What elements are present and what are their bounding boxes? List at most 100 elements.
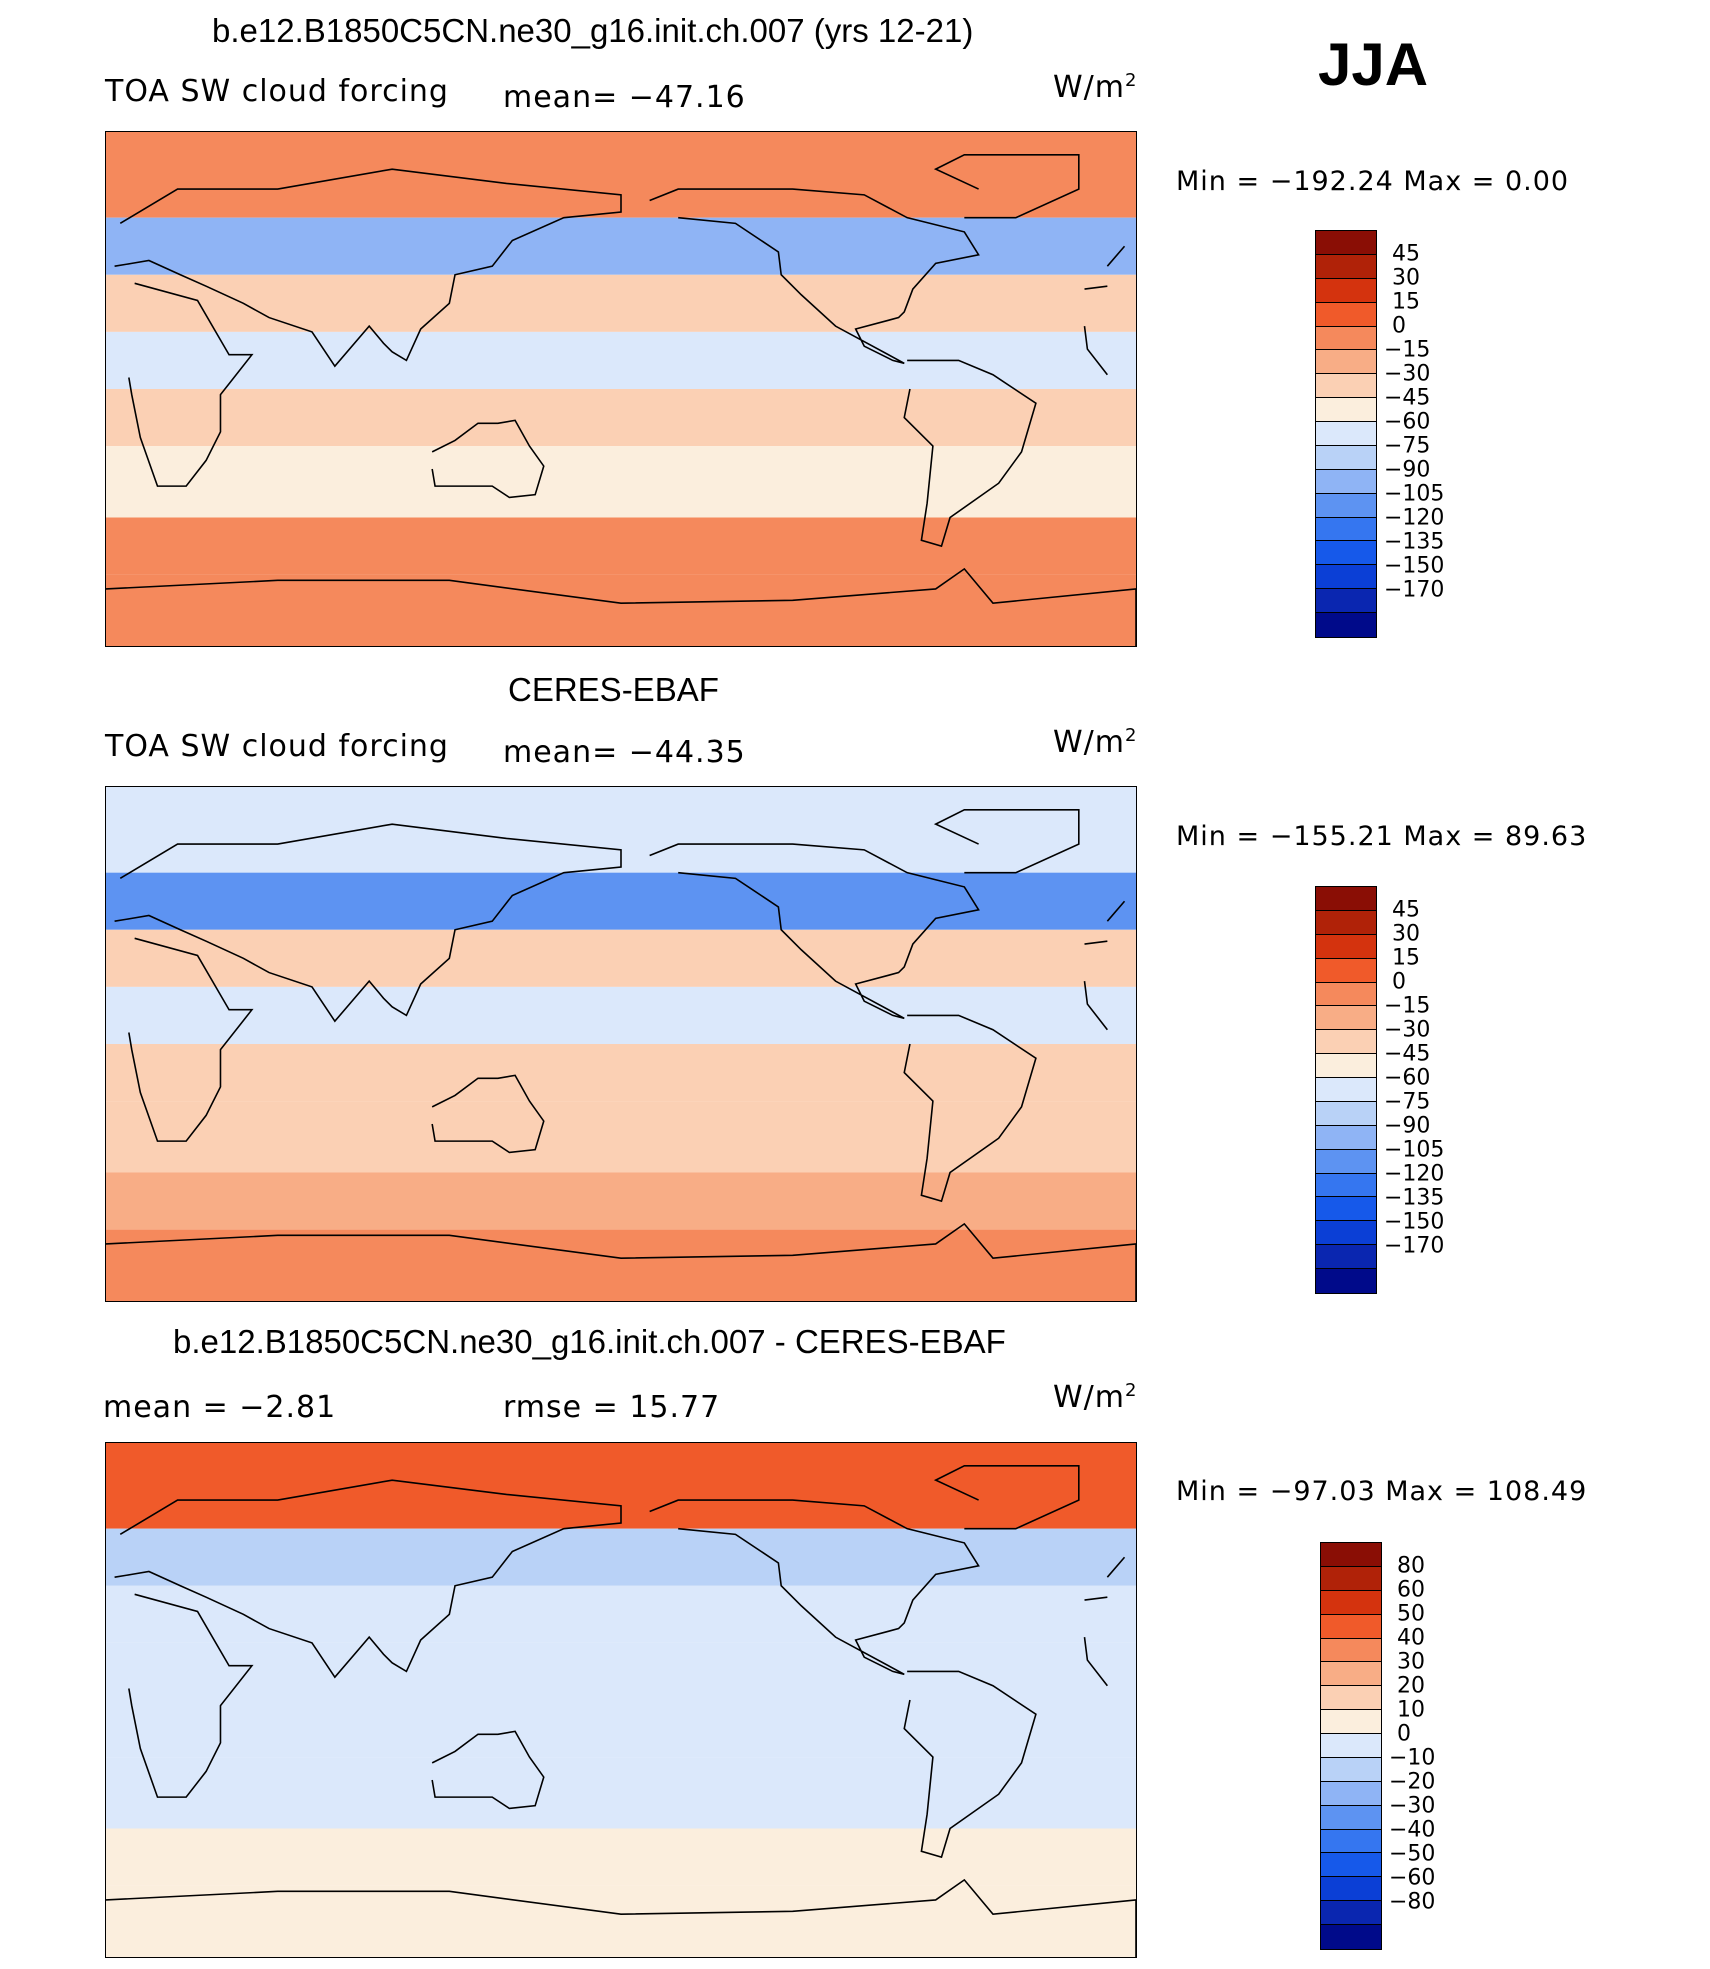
colorbar-tick-label: −40: [1389, 1817, 1436, 1843]
colorbar-box: [1316, 1245, 1376, 1269]
colorbar-box: [1321, 1614, 1381, 1639]
colorbar-tick-label: 45: [1392, 241, 1420, 267]
colorbar-tick-label: 40: [1397, 1625, 1425, 1651]
zonal-band: [106, 1528, 1136, 1586]
colorbar-tick-label: 30: [1397, 1649, 1425, 1675]
colorbar-box: [1316, 493, 1376, 518]
colorbar-box: [1316, 1101, 1376, 1126]
coastline: [1083, 326, 1108, 376]
coastline: [1083, 981, 1108, 1031]
colorbar-box: [1321, 1686, 1381, 1711]
colorbar-tick-label: −50: [1389, 1841, 1436, 1867]
colorbar-box: [1316, 958, 1376, 983]
colorbar-box: [1316, 565, 1376, 590]
coastline: [1084, 940, 1108, 945]
coastline: [649, 188, 980, 365]
panel2-min-max: Min = −155.21 Max = 89.63: [1176, 821, 1588, 852]
panel3-min-max: Min = −97.03 Max = 108.49: [1176, 1476, 1588, 1507]
coastline: [431, 1074, 545, 1154]
coastline: [431, 1730, 545, 1810]
coastline: [1106, 900, 1126, 922]
coastline: [903, 1670, 1037, 1859]
panel2-field-name: TOA SW cloud forcing: [105, 729, 449, 764]
panel1-units: W/m2: [1053, 70, 1138, 105]
colorbar-box: [1316, 541, 1376, 566]
colorbar-tick-label: −150: [1384, 553, 1445, 579]
colorbar-tick-label: −120: [1384, 505, 1445, 531]
panel3-mean: mean = −2.81: [103, 1390, 337, 1425]
zonal-band: [106, 929, 1136, 987]
coastline: [1083, 1637, 1108, 1687]
colorbar-tick-label: −75: [1384, 1089, 1431, 1115]
colorbar-box: [1316, 1078, 1376, 1102]
panel2-colorbar: [1315, 886, 1377, 1294]
panel2-title: CERES-EBAF: [508, 671, 719, 708]
colorbar-tick-label: 30: [1392, 265, 1420, 291]
colorbar-tick-label: −15: [1384, 993, 1431, 1019]
colorbar-box: [1321, 1877, 1381, 1902]
zonal-band: [106, 446, 1136, 518]
zonal-band: [106, 986, 1136, 1044]
coastline: [1084, 285, 1108, 290]
coastline: [106, 567, 1136, 646]
colorbar-box: [1321, 1638, 1381, 1663]
panel1-min-max: Min = −192.24 Max = 0.00: [1176, 166, 1570, 197]
colorbar-box: [1321, 1829, 1381, 1854]
panel3-colorbar: [1320, 1542, 1382, 1950]
colorbar-box: [1316, 398, 1376, 422]
colorbar-box: [1321, 1781, 1381, 1806]
colorbar-tick-label: −135: [1384, 529, 1445, 555]
colorbar-box: [1321, 1757, 1381, 1782]
colorbar-box: [1316, 589, 1376, 613]
colorbar-tick-label: −170: [1384, 1233, 1445, 1259]
colorbar-tick-label: 45: [1392, 897, 1420, 923]
colorbar-box: [1316, 445, 1376, 470]
coastline: [933, 1465, 1080, 1530]
colorbar-tick-label: −30: [1389, 1793, 1436, 1819]
colorbar-tick-label: −90: [1384, 457, 1431, 483]
colorbar-box: [1316, 374, 1376, 399]
coastline: [106, 1222, 1136, 1301]
colorbar-box: [1316, 982, 1376, 1007]
colorbar-box: [1316, 231, 1376, 255]
panel1-title: b.e12.B1850C5CN.ne30_g16.init.ch.007 (yr…: [212, 12, 974, 49]
colorbar-box: [1316, 1006, 1376, 1031]
colorbar-tick-label: 10: [1397, 1697, 1425, 1723]
colorbar-tick-label: −80: [1389, 1889, 1436, 1915]
panel3-units: W/m2: [1053, 1380, 1138, 1415]
coastline: [114, 823, 622, 1023]
colorbar-box: [1316, 422, 1376, 446]
zonal-band: [106, 1101, 1136, 1173]
zonal-band: [106, 872, 1136, 930]
coastline: [903, 359, 1037, 548]
colorbar-box: [1321, 1662, 1381, 1687]
coastline: [1106, 245, 1126, 267]
zonal-band: [106, 1757, 1136, 1829]
colorbar-tick-label: −170: [1384, 577, 1445, 603]
colorbar-box: [1316, 326, 1376, 351]
colorbar-box: [1321, 1543, 1381, 1567]
panel1-colorbar: [1315, 230, 1377, 638]
colorbar-tick-label: −60: [1384, 1065, 1431, 1091]
panel3-map: [105, 1442, 1137, 1958]
panel1-mean: mean= −47.16: [503, 80, 746, 115]
colorbar-tick-label: −120: [1384, 1161, 1445, 1187]
colorbar-tick-label: 0: [1392, 313, 1406, 339]
coastline: [106, 1878, 1136, 1957]
panel2-map: [105, 786, 1137, 1302]
coastline: [1106, 1556, 1126, 1578]
colorbar-box: [1321, 1901, 1381, 1925]
coastline: [128, 1593, 254, 1798]
colorbar-tick-label: 20: [1397, 1673, 1425, 1699]
colorbar-tick-label: −150: [1384, 1209, 1445, 1235]
zonal-band: [106, 1585, 1136, 1643]
colorbar-box: [1316, 887, 1376, 911]
season-label: JJA: [1318, 31, 1429, 98]
colorbar-tick-label: −45: [1384, 385, 1431, 411]
panel2-units: W/m2: [1053, 725, 1138, 760]
colorbar-box: [1321, 1805, 1381, 1830]
coastline: [649, 1499, 980, 1676]
colorbar-box: [1321, 1925, 1381, 1949]
coastline: [128, 282, 254, 487]
colorbar-box: [1316, 1030, 1376, 1055]
